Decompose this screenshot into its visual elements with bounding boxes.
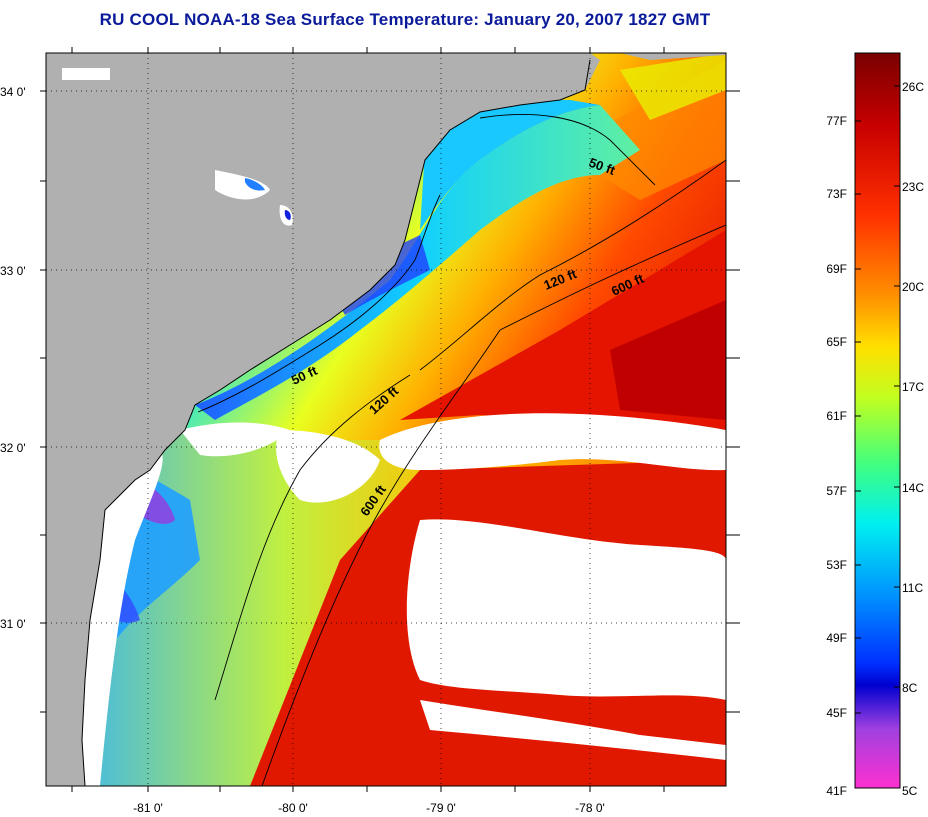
land-mass — [46, 53, 600, 786]
map-frame — [45, 52, 727, 787]
colorbar-label-c: 5C — [902, 784, 918, 798]
lon-label-79: -79 0' — [426, 801, 456, 815]
cloud-mask-band — [379, 413, 726, 471]
lat-label-34: 34 0' — [0, 85, 26, 99]
colorbar-label-c: 26C — [902, 80, 924, 94]
cloud-over-land — [62, 68, 110, 80]
colorbar-label-f: 49F — [826, 631, 847, 645]
colorbar-label-c: 8C — [902, 681, 918, 695]
cloud-mask-south — [420, 700, 726, 760]
isobath-120ft-south — [214, 374, 411, 701]
map-title: RU COOL NOAA-18 Sea Surface Temperature:… — [99, 10, 711, 29]
inland-reservoir — [284, 210, 291, 220]
lon-label-80: -80 0' — [278, 801, 308, 815]
isobath-50ft-south — [197, 194, 441, 413]
colorbar-label-c: 23C — [902, 180, 924, 194]
colorbar-label-f: 57F — [826, 484, 847, 498]
colorbar-label-f: 53F — [826, 558, 847, 572]
colorbar-label-c: 14C — [902, 481, 924, 495]
coastline — [81, 59, 591, 786]
lat-label-33: 33 0' — [0, 264, 26, 278]
axis-ticks — [40, 47, 740, 792]
graticule — [46, 53, 726, 786]
land-mass-northeast — [620, 53, 726, 60]
cloud-mask-sound — [180, 422, 290, 457]
isobath-50ft-north — [479, 114, 656, 186]
cloud-mask-nearshore — [276, 430, 380, 503]
colorbar-label-f: 41F — [826, 784, 847, 798]
lon-label-78: -78 0' — [575, 801, 605, 815]
isobath-600ft-south — [261, 329, 501, 786]
colorbar-label-f: 61F — [826, 409, 847, 423]
inland-lake — [245, 178, 265, 191]
colorbar-label-c: 11C — [902, 581, 923, 595]
cloud-mask-center — [406, 519, 726, 700]
colorbar-label-f: 69F — [826, 262, 847, 276]
lat-label-31: 31 0' — [0, 617, 26, 631]
cloud-over-land-2 — [215, 170, 270, 200]
colorbar-label-f: 65F — [826, 335, 847, 349]
lon-label-81: -81 0' — [133, 801, 163, 815]
isobath-120ft-north — [419, 159, 726, 371]
colorbar-label-f: 73F — [826, 187, 847, 201]
temperature-colorbar — [854, 52, 901, 789]
colorbar-label-f: 45F — [826, 706, 847, 720]
colorbar-label-c: 17C — [902, 380, 924, 394]
gulf-stream-core — [610, 300, 726, 420]
northeast-yellow-water — [620, 53, 726, 120]
lat-label-32: 32 0' — [0, 441, 26, 455]
isobath-600ft-north — [499, 224, 726, 331]
colorbar-label-f: 77F — [826, 114, 847, 128]
colorbar-label-c: 20C — [902, 280, 924, 294]
colorbar-ticks — [855, 85, 900, 714]
sst-map-panel[interactable] — [46, 53, 726, 786]
